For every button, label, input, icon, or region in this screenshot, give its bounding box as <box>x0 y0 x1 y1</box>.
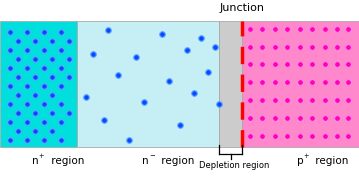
Text: n: n <box>32 156 39 166</box>
Bar <box>77 21 219 147</box>
Bar <box>0 21 77 147</box>
Bar <box>242 21 359 147</box>
Text: region: region <box>312 156 349 166</box>
Text: Depletion region: Depletion region <box>199 161 270 170</box>
Text: p: p <box>297 156 303 166</box>
Text: Junction: Junction <box>220 3 265 13</box>
Text: +: + <box>39 153 44 159</box>
Text: n: n <box>143 156 149 166</box>
Text: region: region <box>158 156 194 166</box>
Text: +: + <box>303 153 309 159</box>
Bar <box>219 21 242 147</box>
Text: region: region <box>48 156 84 166</box>
Text: −: − <box>149 153 155 159</box>
